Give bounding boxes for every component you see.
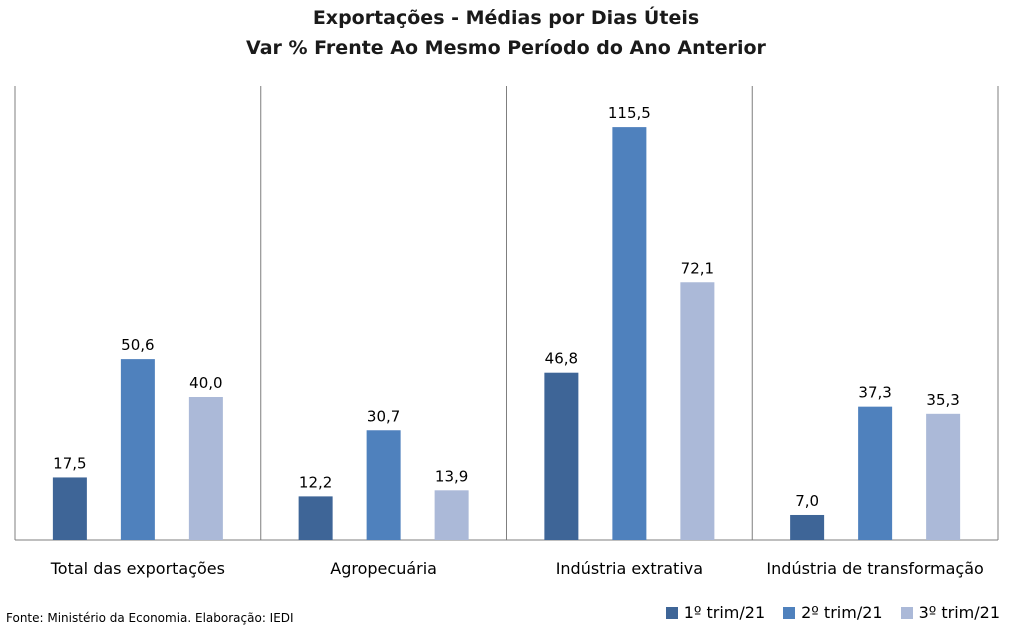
bar-series-1-cat-2 <box>298 496 333 540</box>
legend-item-q1: 1º trim/21 <box>665 603 766 622</box>
x-tick-label: Agropecuária <box>330 559 437 578</box>
data-label: 13,9 <box>435 467 468 485</box>
bar-series-2-cat-4 <box>858 406 893 540</box>
legend-swatch-q1 <box>665 606 678 619</box>
bar-series-2-cat-1 <box>120 359 155 540</box>
bar-series-1-cat-3 <box>544 372 579 540</box>
bar-series-1-cat-4 <box>790 514 825 540</box>
legend-item-q2: 2º trim/21 <box>783 603 883 622</box>
x-tick-label: Indústria de transformação <box>766 559 983 578</box>
bar-series-3-cat-1 <box>188 397 223 540</box>
data-label: 30,7 <box>367 407 400 425</box>
legend-label-q2: 2º trim/21 <box>801 603 883 622</box>
bar-series-3-cat-4 <box>926 413 961 540</box>
chart-subtitle: Var % Frente Ao Mesmo Período do Ano Ant… <box>246 37 766 59</box>
bar-series-3-cat-2 <box>434 490 469 540</box>
data-label: 46,8 <box>545 350 578 368</box>
data-label: 50,6 <box>121 336 154 354</box>
legend-swatch-q3 <box>900 606 913 619</box>
data-label: 17,5 <box>53 454 86 472</box>
data-label: 12,2 <box>299 473 332 491</box>
x-tick-label: Total das exportações <box>50 559 225 578</box>
data-label: 35,3 <box>926 391 959 409</box>
data-label: 37,3 <box>858 384 891 402</box>
bar-series-2-cat-2 <box>366 430 401 540</box>
data-label: 72,1 <box>681 259 714 277</box>
data-label: 7,0 <box>795 492 819 510</box>
chart-title: Exportações - Médias por Dias Úteis <box>312 7 700 29</box>
legend-item-q3: 3º trim/21 <box>900 603 1000 622</box>
legend-swatch-q2 <box>783 606 796 619</box>
x-tick-label: Indústria extrativa <box>556 559 703 578</box>
bar-series-3-cat-3 <box>680 282 715 540</box>
data-label: 40,0 <box>189 374 222 392</box>
bar-series-1-cat-1 <box>52 477 87 540</box>
bar-series-2-cat-3 <box>612 127 647 541</box>
legend-label-q3: 3º trim/21 <box>918 603 1000 622</box>
legend: 1º trim/21 2º trim/21 3º trim/21 <box>648 603 1000 622</box>
legend-label-q1: 1º trim/21 <box>683 603 766 622</box>
source-note: Fonte: Ministério da Economia. Elaboraçã… <box>6 611 294 625</box>
data-label: 115,5 <box>608 104 651 122</box>
